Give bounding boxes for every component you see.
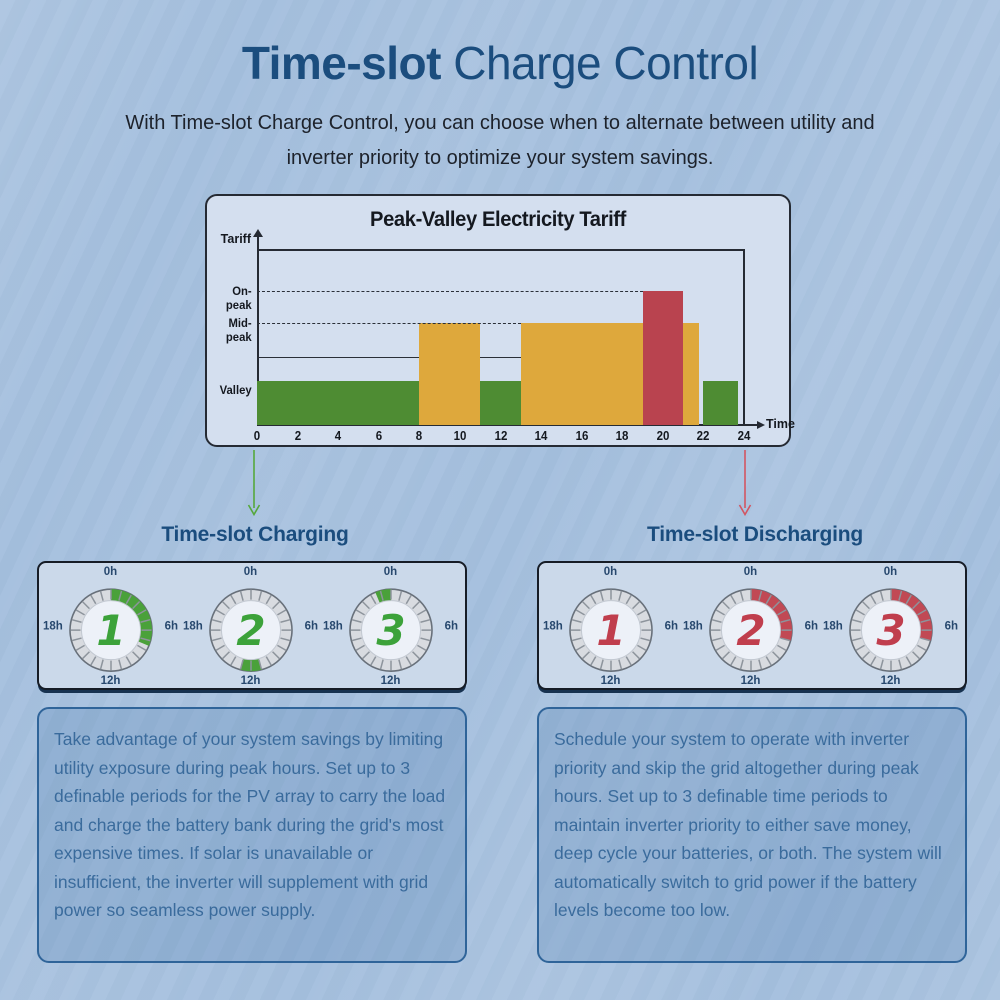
discharging-dial-1: 1 0h 6h 12h 18h <box>539 565 682 687</box>
discharging-dial-3-label-12h: 12h <box>880 675 901 687</box>
discharging-dial-3-label-6h: 6h <box>944 620 958 633</box>
x-tick-20: 20 <box>656 429 670 443</box>
charging-dial-3-label-0h: 0h <box>383 566 398 578</box>
x-tick-8: 8 <box>416 429 423 443</box>
discharging-dial-3-label-18h: 18h <box>823 620 843 633</box>
discharging-dial-1-label-12h: 12h <box>600 675 621 687</box>
tariff-bar-mid-peak <box>520 323 643 425</box>
charging-dial-2-label-18h: 18h <box>183 620 203 633</box>
discharging-drop-arrow-icon <box>738 450 752 516</box>
discharging-dial-2-time-arc <box>750 589 792 641</box>
discharging-dial-number: 1 <box>596 606 625 655</box>
charging-dial-number: 2 <box>236 606 265 655</box>
x-tick-2: 2 <box>294 429 301 443</box>
x-tick-14: 14 <box>534 429 548 443</box>
level-label-valley: Valley <box>219 383 252 397</box>
discharging-dial-2-clock-icon: 2 <box>708 588 793 672</box>
tariff-chart-panel: Peak-Valley Electricity Tariff Tariff Ti… <box>205 194 795 447</box>
charging-dial-1-label-0h: 0h <box>103 566 118 578</box>
discharging-dial-1-clock-icon: 1 <box>568 588 653 672</box>
page-title-rest: Charge Control <box>440 37 759 89</box>
charging-dial-2-label-12h: 12h <box>240 675 261 687</box>
y-axis-label: Tariff <box>220 232 251 246</box>
tariff-bar-on-peak <box>642 291 684 425</box>
charging-dial-3-label-12h: 12h <box>380 675 401 687</box>
charging-dial-1-clock-icon: 1 <box>68 588 153 672</box>
charging-drop-arrow-icon <box>247 450 261 516</box>
y-axis-line <box>257 236 259 425</box>
discharging-description-box: Schedule your system to operate with inv… <box>537 707 967 963</box>
charging-dial-number: 1 <box>96 606 125 655</box>
discharging-dial-3-clock-icon: 3 <box>848 588 933 672</box>
gridline-flat <box>257 357 420 358</box>
charging-dial-2-label-6h: 6h <box>304 620 318 633</box>
charging-description-box: Take advantage of your system savings by… <box>37 707 467 963</box>
charging-dial-3-label-6h: 6h <box>444 620 458 633</box>
tariff-bar-valley <box>480 381 521 425</box>
charging-dial-1-label-6h: 6h <box>164 620 178 633</box>
x-tick-16: 16 <box>575 429 589 443</box>
tariff-bar-valley <box>257 381 420 425</box>
x-axis-line <box>257 424 759 426</box>
charging-heading: Time-slot Charging <box>161 523 349 546</box>
discharging-dial-1-label-6h: 6h <box>664 620 678 633</box>
charging-dial-number: 3 <box>376 606 405 655</box>
gridline-flat <box>480 357 521 358</box>
gridline-mid-peak <box>257 323 521 324</box>
x-tick-12: 12 <box>494 429 507 443</box>
x-tick-24: 24 <box>737 429 751 443</box>
x-tick-6: 6 <box>375 429 382 443</box>
charging-dials-panel: 1 0h 6h 12h 18h 2 0h 6h 12h 18h 3 0h 6h 12h 18h <box>37 561 467 690</box>
plot-box-top <box>257 249 745 251</box>
discharging-dial-3-time-arc <box>890 589 932 641</box>
charging-dial-3-clock-icon: 3 <box>348 588 433 672</box>
charging-dial-1: 1 0h 6h 12h 18h <box>39 565 182 687</box>
discharging-dials-panel: 1 0h 6h 12h 18h 2 0h 6h 12h 18h 3 0h 6h 12h 18h <box>537 561 967 690</box>
y-axis-arrowhead-icon <box>253 229 263 237</box>
gridline-on-peak <box>257 291 643 292</box>
charging-dial-2-clock-icon: 2 <box>208 588 293 672</box>
discharging-dial-2-label-18h: 18h <box>683 620 703 633</box>
discharging-dial-number: 3 <box>876 606 905 655</box>
x-tick-22: 22 <box>696 429 710 443</box>
discharging-dial-2-label-0h: 0h <box>743 566 758 578</box>
page-title-bold: Time-slot <box>241 37 442 89</box>
tariff-bar-mid-peak <box>419 323 481 425</box>
chart-title: Peak-Valley Electricity Tariff <box>370 208 626 231</box>
charging-dial-1-time-arc <box>110 589 152 646</box>
x-axis-label: Time <box>766 417 795 431</box>
x-tick-4: 4 <box>334 429 342 443</box>
charging-dial-2: 2 0h 6h 12h 18h <box>179 565 322 687</box>
discharging-dial-2: 2 0h 6h 12h 18h <box>679 565 822 687</box>
discharging-dial-2-label-12h: 12h <box>740 675 761 687</box>
level-label-mid-peak: Mid-peak <box>225 316 252 344</box>
discharging-dial-3: 3 0h 6h 12h 18h <box>819 565 962 687</box>
charging-dial-1-label-18h: 18h <box>43 620 63 633</box>
tariff-bar-mid-peak <box>683 323 700 425</box>
page-subtitle-line1: With Time-slot Charge Control, you can c… <box>125 112 875 134</box>
charging-dial-3-time-arc <box>374 589 391 604</box>
x-axis-arrowhead-icon <box>757 421 765 429</box>
x-tick-0: 0 <box>253 429 261 443</box>
page-subtitle-line2: inverter priority to optimize your syste… <box>286 147 714 169</box>
charging-dial-3-label-18h: 18h <box>323 620 343 633</box>
tariff-bar-valley <box>703 381 738 425</box>
x-tick-10: 10 <box>453 429 467 443</box>
discharging-dial-1-label-18h: 18h <box>543 620 563 633</box>
discharging-dial-2-label-6h: 6h <box>804 620 818 633</box>
charging-dial-1-label-12h: 12h <box>100 675 121 687</box>
charging-dial-2-label-0h: 0h <box>243 566 258 578</box>
charging-dial-3: 3 0h 6h 12h 18h <box>319 565 462 687</box>
discharging-dial-3-label-0h: 0h <box>883 566 898 578</box>
discharging-heading: Time-slot Discharging <box>647 523 863 546</box>
discharging-dial-1-label-0h: 0h <box>603 566 618 578</box>
discharging-dial-number: 2 <box>736 606 765 655</box>
plot-box-right <box>743 249 745 425</box>
x-tick-18: 18 <box>615 429 629 443</box>
page-title: Time-slot Charge Control <box>0 36 1000 90</box>
page-subtitle: With Time-slot Charge Control, you can c… <box>80 106 920 176</box>
level-label-on-peak: On-peak <box>225 284 252 312</box>
